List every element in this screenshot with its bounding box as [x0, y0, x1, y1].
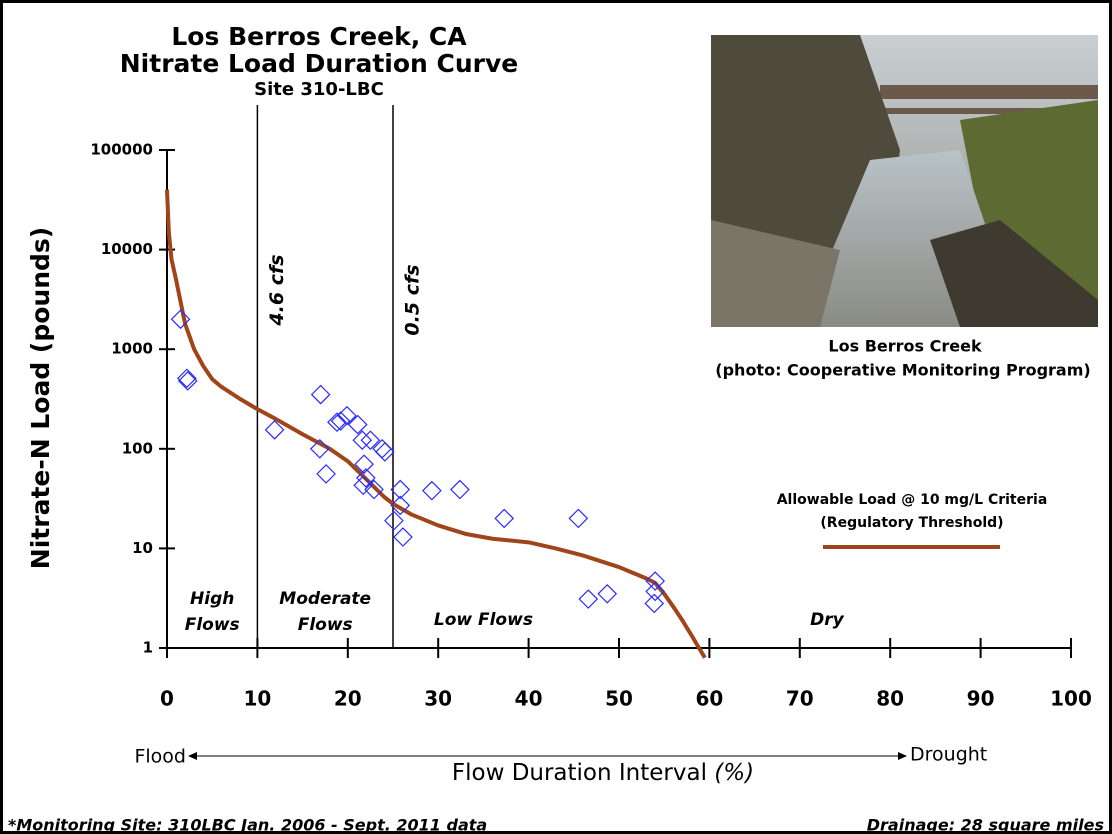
photo-caption: Los Berros Creek — [828, 337, 982, 356]
y-axis-label: Nitrate-N Load (pounds) — [26, 227, 55, 569]
x-tick-label: 50 — [605, 687, 633, 711]
x-tick-label: 100 — [1050, 687, 1092, 711]
legend-label: Allowable Load @ 10 mg/L Criteria — [777, 492, 1048, 508]
x-tick-label: 60 — [695, 687, 723, 711]
zone-label: Low Flows — [434, 610, 533, 630]
y-tick-label: 100 — [122, 439, 153, 457]
chart-subtitle: Site 310-LBC — [254, 79, 384, 100]
y-tick-label: 1 — [143, 639, 153, 657]
x-axis-unit: (%) — [714, 760, 754, 786]
x-tick-label: 30 — [424, 687, 452, 711]
y-tick-label: 100000 — [90, 141, 153, 159]
x-tick-label: 80 — [876, 687, 904, 711]
zone-label: Flows — [298, 615, 353, 635]
x-tick-label: 0 — [160, 687, 174, 711]
x-axis-label: Flow Duration Interval (%) — [452, 760, 754, 786]
chart-title: Nitrate Load Duration Curve — [120, 49, 519, 78]
zone-label: Moderate — [279, 589, 371, 609]
y-tick-label: 10 — [132, 539, 153, 557]
footnote: *Monitoring Site: 310LBC Jan. 2006 - Sep… — [8, 816, 487, 834]
zone-label: Dry — [810, 610, 844, 630]
zone-label: Flows — [185, 615, 240, 635]
drainage: Drainage: 28 square miles — [867, 816, 1104, 834]
flow-boundary-label: 4.6 cfs — [266, 254, 288, 326]
x-tick-label: 70 — [786, 687, 814, 711]
photo-credit: (photo: Cooperative Monitoring Program) — [715, 361, 1090, 380]
x-tick-label: 90 — [967, 687, 995, 711]
x-tick-label: 40 — [515, 687, 543, 711]
chart: Los Berros Creek, CA Nitrate Load Durati… — [0, 0, 1112, 834]
zone-label: High — [190, 589, 234, 609]
x-axis-label-text: Flow Duration Interval — [452, 760, 707, 786]
flood-label: Flood — [134, 746, 186, 768]
x-tick-label: 10 — [243, 687, 271, 711]
drought-label: Drought — [910, 744, 987, 766]
photo — [711, 35, 1098, 327]
y-tick-label: 1000 — [111, 340, 153, 358]
chart-title: Los Berros Creek, CA — [171, 22, 467, 51]
x-tick-label: 20 — [334, 687, 362, 711]
y-tick-label: 10000 — [101, 240, 153, 258]
flow-boundary-label: 0.5 cfs — [402, 264, 424, 335]
legend-note: (Regulatory Threshold) — [820, 515, 1003, 531]
